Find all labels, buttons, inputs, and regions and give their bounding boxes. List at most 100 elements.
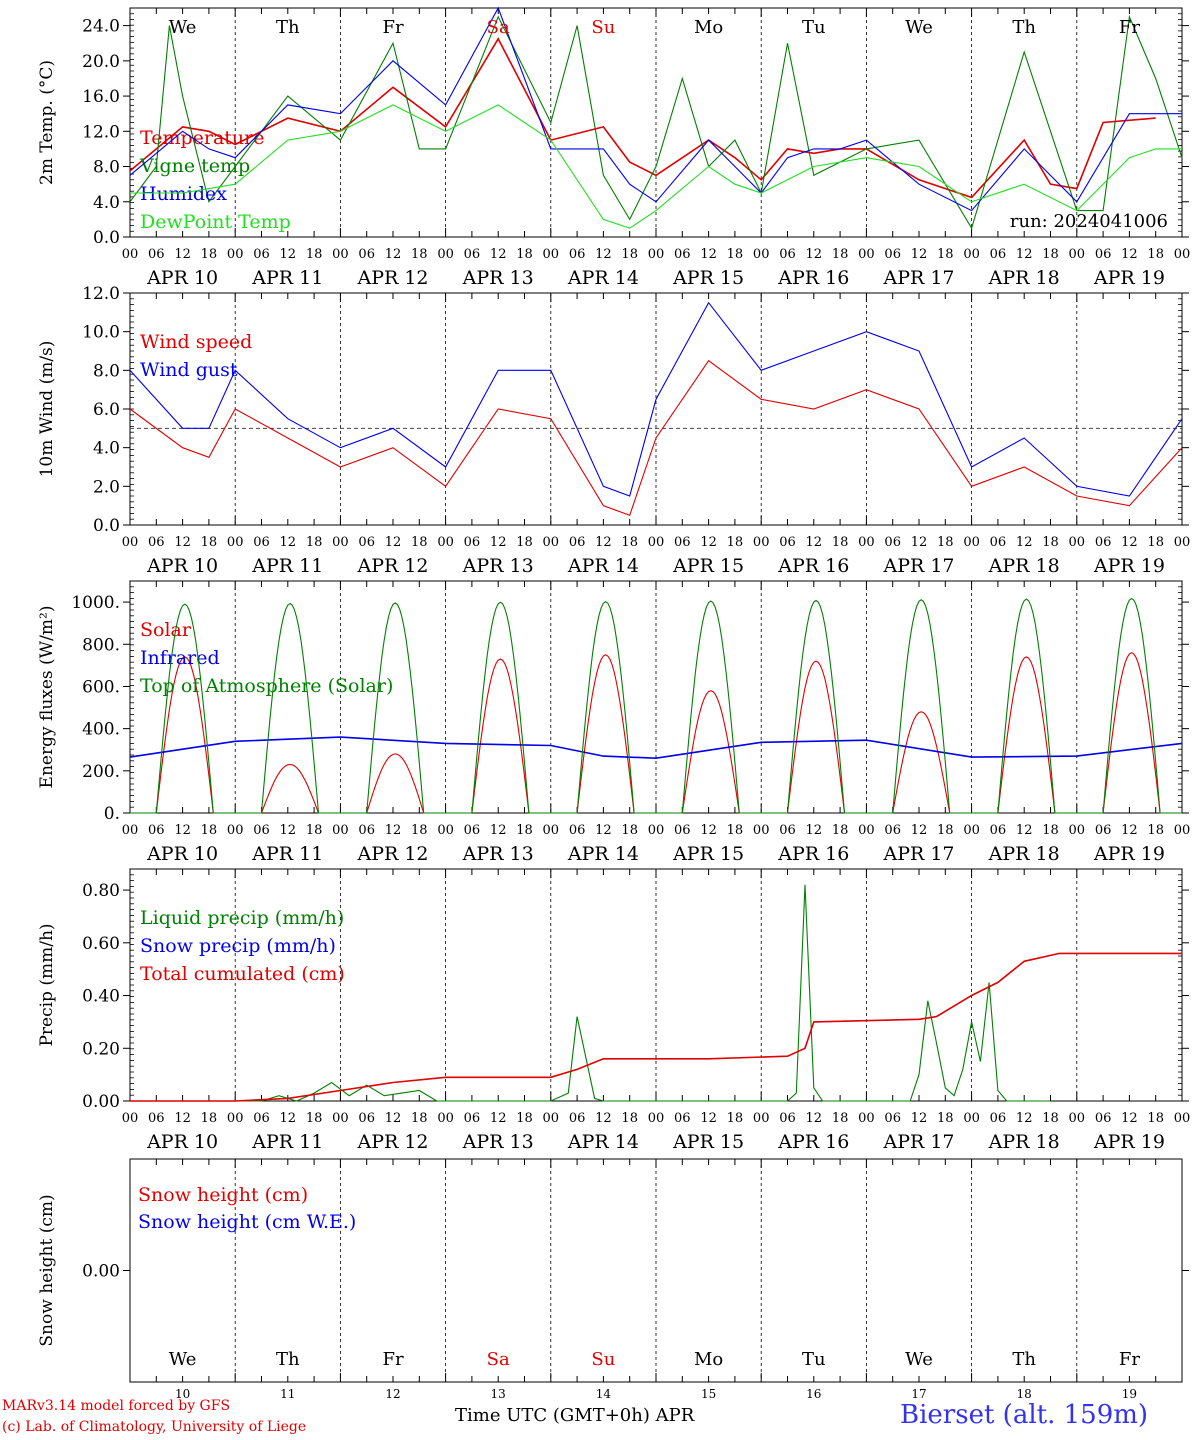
hour-label: 18 — [621, 823, 638, 838]
hour-label: 00 — [543, 1111, 560, 1126]
date-label: APR 10 — [146, 555, 218, 577]
hour-label: 12 — [806, 535, 823, 550]
hour-label: 06 — [779, 823, 796, 838]
hour-label: 18 — [306, 535, 323, 550]
hour-label: 06 — [1095, 1111, 1112, 1126]
hour-label: 06 — [674, 247, 691, 262]
series-line-1 — [129, 301, 1183, 497]
series-line-0 — [130, 884, 1051, 1102]
hour-label: 00 — [122, 247, 139, 262]
weekday-label: Sa — [487, 17, 510, 38]
date-label: APR 11 — [251, 267, 323, 289]
hour-label: 18 — [201, 823, 218, 838]
hour-label: 18 — [306, 823, 323, 838]
date-label: APR 19 — [1093, 555, 1165, 577]
y-axis-title: 10m Wind (m/s) — [37, 341, 57, 478]
legend-entry: Solar — [140, 619, 192, 641]
date-label: APR 13 — [462, 267, 534, 289]
hour-label: 00 — [753, 1111, 770, 1126]
hour-label: 18 — [516, 247, 533, 262]
hour-label: 06 — [358, 535, 375, 550]
hour-label: 06 — [674, 535, 691, 550]
hour-label: 00 — [858, 1111, 875, 1126]
hour-label: 06 — [253, 535, 270, 550]
hour-label: 00 — [858, 823, 875, 838]
hour-label: 06 — [253, 1111, 270, 1126]
date-label: APR 11 — [251, 1131, 323, 1153]
x-axis-title: Time UTC (GMT+0h) APR — [455, 1405, 695, 1426]
weekday-label: Th — [276, 1349, 300, 1370]
hour-label: 12 — [280, 247, 297, 262]
hour-label: 12 — [490, 535, 507, 550]
hour-label: 12 — [595, 535, 612, 550]
hour-label: 00 — [1174, 247, 1191, 262]
hour-label: 18 — [727, 247, 744, 262]
weekday-label: Sa — [487, 1349, 510, 1370]
hour-label: 18 — [1147, 1111, 1164, 1126]
hour-label: 06 — [1095, 535, 1112, 550]
y-tick-label: 0.80 — [82, 881, 120, 901]
weekday-label: Tu — [802, 1349, 826, 1370]
hour-label: 12 — [911, 535, 928, 550]
weekday-label: Fr — [382, 1349, 403, 1370]
hour-label: 00 — [648, 1111, 665, 1126]
hour-label: 00 — [122, 823, 139, 838]
hour-label: 18 — [727, 1111, 744, 1126]
y-axis-title: 2m Temp. (°C) — [37, 60, 57, 185]
series-line-3 — [130, 104, 1182, 229]
hour-label: 18 — [516, 823, 533, 838]
date-label: APR 17 — [882, 555, 954, 577]
date-label: APR 18 — [988, 1131, 1060, 1153]
legend-entry: Vigne temp — [139, 155, 250, 177]
hour-label: 18 — [727, 535, 744, 550]
hour-label: 12 — [700, 247, 717, 262]
y-tick-label: 800. — [82, 635, 120, 655]
series-line-2 — [130, 952, 1182, 1102]
hour-label: 00 — [1174, 535, 1191, 550]
legend-entry: Temperature — [140, 127, 264, 149]
hour-label: 12 — [911, 247, 928, 262]
legend-entry: Total cumulated (cm) — [140, 963, 345, 985]
y-tick-label: 0.60 — [82, 934, 120, 954]
date-label: APR 10 — [146, 843, 218, 865]
date-label: APR 16 — [777, 267, 849, 289]
series-line-0 — [129, 359, 1183, 517]
hour-label: 12 — [280, 823, 297, 838]
hour-label: 00 — [122, 535, 139, 550]
y-tick-label: 0.20 — [82, 1039, 120, 1059]
hour-label: 00 — [227, 247, 244, 262]
hour-label: 06 — [148, 823, 165, 838]
y-tick-label: 6.0 — [93, 400, 120, 420]
hour-label: 12 — [806, 1111, 823, 1126]
hour-label: 12 — [806, 823, 823, 838]
hour-label: 00 — [963, 1111, 980, 1126]
hour-label: 06 — [464, 247, 481, 262]
hour-label: 06 — [990, 247, 1007, 262]
hour-label: 06 — [253, 823, 270, 838]
hour-label: 18 — [621, 1111, 638, 1126]
hour-label: 06 — [358, 247, 375, 262]
hour-label: 00 — [437, 1111, 454, 1126]
y-tick-label: 8.0 — [93, 361, 120, 381]
date-label: APR 14 — [567, 267, 639, 289]
day-number: 16 — [806, 1387, 821, 1401]
hour-label: 12 — [806, 247, 823, 262]
hour-label: 12 — [700, 823, 717, 838]
weekday-label: Fr — [1119, 1349, 1140, 1370]
weekday-label: Mo — [694, 17, 723, 38]
hour-label: 00 — [858, 247, 875, 262]
hour-label: 06 — [674, 823, 691, 838]
hour-label: 06 — [779, 1111, 796, 1126]
hour-label: 00 — [1174, 1111, 1191, 1126]
hour-label: 12 — [490, 1111, 507, 1126]
hour-label: 18 — [516, 1111, 533, 1126]
weekday-label: Fr — [1119, 17, 1140, 38]
legend-entry: Snow height (cm W.E.) — [138, 1211, 356, 1233]
hour-label: 06 — [148, 247, 165, 262]
hour-label: 12 — [700, 1111, 717, 1126]
hour-label: 00 — [648, 247, 665, 262]
hour-label: 06 — [1095, 823, 1112, 838]
y-tick-label: 10.0 — [82, 323, 120, 343]
hour-label: 00 — [122, 1111, 139, 1126]
